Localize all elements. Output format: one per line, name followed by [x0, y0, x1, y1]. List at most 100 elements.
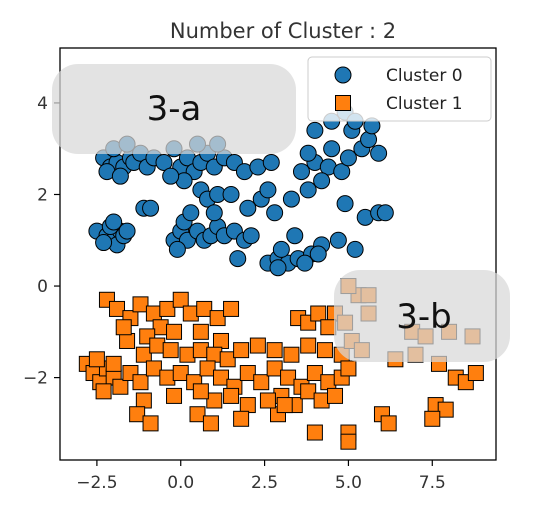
legend-marker-cluster-0 — [334, 66, 352, 84]
cluster-0-point — [339, 149, 357, 167]
cluster-0-point — [292, 163, 310, 181]
cluster-1-point — [249, 337, 266, 354]
cluster-1-point — [135, 346, 152, 363]
cluster-1-point — [159, 300, 176, 317]
cluster-0-point — [376, 204, 394, 222]
cluster-1-point — [266, 342, 283, 359]
cluster-1-point — [239, 365, 256, 382]
cluster-1-point — [179, 346, 196, 363]
cluster-1-point — [206, 392, 223, 409]
cluster-1-point — [162, 342, 179, 359]
cluster-1-point — [300, 383, 317, 400]
annotation-label: 3-a — [147, 89, 202, 129]
x-tick-label: 5.0 — [335, 473, 362, 493]
cluster-0-point — [162, 167, 180, 185]
cluster-1-point — [192, 323, 209, 340]
annotations: 3-a 3-b — [52, 64, 510, 362]
cluster-0-point — [296, 254, 314, 272]
cluster-1-point — [142, 415, 159, 432]
cluster-1-point — [145, 360, 162, 377]
cluster-0-point — [346, 240, 364, 258]
cluster-1-point — [380, 415, 397, 432]
x-tick-label: 2.5 — [251, 473, 278, 493]
cluster-0-point — [323, 140, 341, 158]
legend-label: Cluster 1 — [386, 94, 463, 114]
cluster-1-point — [239, 397, 256, 414]
cluster-1-point — [145, 305, 162, 322]
cluster-1-point — [283, 346, 300, 363]
cluster-1-point — [159, 369, 176, 386]
y-tick-label: −2 — [23, 369, 48, 389]
cluster-0-point — [333, 163, 351, 181]
cluster-0-point — [229, 250, 247, 268]
cluster-1-point — [189, 406, 206, 423]
cluster-0-point — [142, 199, 160, 217]
cluster-1-point — [192, 342, 209, 359]
cluster-1-point — [280, 369, 297, 386]
cluster-0-point — [259, 181, 277, 199]
cluster-1-point — [202, 415, 219, 432]
cluster-0-point — [309, 245, 327, 263]
chart-title: Number of Cluster : 2 — [170, 19, 396, 43]
legend-box — [307, 56, 492, 122]
cluster-1-point — [276, 397, 293, 414]
x-tick-label: 7.5 — [419, 473, 446, 493]
cluster-0-point — [329, 231, 347, 249]
cluster-0-point — [262, 153, 280, 171]
cluster-1-point — [172, 291, 189, 308]
cluster-1-point — [327, 387, 344, 404]
cluster-0-point — [299, 181, 317, 199]
cluster-1-point — [233, 342, 250, 359]
cluster-0-point — [239, 199, 257, 217]
cluster-1-point — [132, 296, 149, 313]
cluster-1-point — [300, 337, 317, 354]
annotation-box — [334, 270, 510, 362]
cluster-1-point — [119, 332, 136, 349]
cluster-1-point — [152, 319, 169, 336]
y-tick-label: 0 — [37, 277, 48, 297]
cluster-1-point — [149, 337, 166, 354]
cluster-1-point — [306, 365, 323, 382]
cluster-0-point — [313, 172, 331, 190]
cluster-1-point — [135, 392, 152, 409]
annotation-label: 3-b — [396, 297, 451, 337]
cluster-0-point — [306, 121, 324, 139]
cluster-0-point — [105, 213, 123, 231]
cluster-1-point — [166, 323, 183, 340]
cluster-1-point — [306, 424, 323, 441]
x-tick-label: −2.5 — [76, 473, 117, 493]
legend-label: Cluster 0 — [386, 66, 463, 86]
cluster-1-point — [320, 319, 337, 336]
cluster-0-point — [299, 144, 317, 162]
cluster-0-point — [118, 222, 136, 240]
cluster-1-point — [340, 360, 357, 377]
cluster-1-point — [196, 300, 213, 317]
cluster-1-point — [313, 392, 330, 409]
cluster-0-point — [370, 144, 388, 162]
axis-ticks: −2.5 0.0 2.5 5.0 7.5 −2 0 2 4 — [23, 94, 446, 493]
cluster-1-point — [199, 360, 216, 377]
cluster-1-point — [266, 360, 283, 377]
cluster-0-point — [168, 240, 186, 258]
y-tick-label: 4 — [37, 94, 48, 114]
cluster-0-point — [111, 167, 129, 185]
cluster-1-point — [316, 342, 333, 359]
cluster-1-point — [253, 374, 270, 391]
legend-marker-cluster-1 — [335, 95, 351, 111]
cluster-0-point — [222, 185, 240, 203]
cluster-1-point — [424, 410, 441, 427]
cluster-1-point — [109, 300, 126, 317]
cluster-0-point — [336, 195, 354, 213]
cluster-1-point — [212, 369, 229, 386]
cluster-1-point — [209, 310, 226, 327]
cluster-1-point — [212, 332, 229, 349]
cluster-1-point — [88, 351, 105, 368]
cluster-0-point — [242, 227, 260, 245]
cluster-1-point — [182, 305, 199, 322]
cluster-1-point — [192, 383, 209, 400]
cluster-1-point — [172, 365, 189, 382]
cluster-0-point — [269, 259, 287, 277]
cluster-1-point — [223, 387, 240, 404]
